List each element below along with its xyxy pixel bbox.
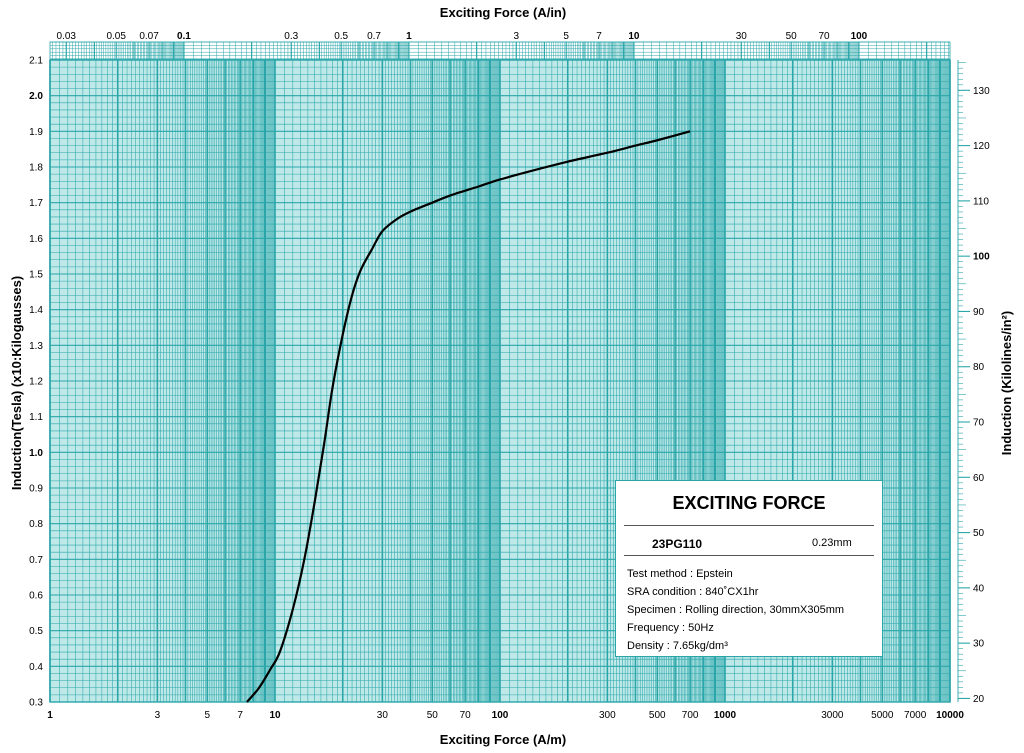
x-tick-label: 1 [47,710,53,721]
top-tick-label: 0.07 [139,31,159,42]
right-tick-label: 110 [973,196,989,207]
top-tick-label: 0.1 [177,31,191,42]
legend-density: Density : 7.65kg/dm³ [627,640,728,652]
y-tick-label: 1.9 [29,127,43,138]
x-tick-label: 7000 [904,710,927,721]
plot-frame [49,59,951,703]
x-tick-label: 300 [599,710,616,721]
legend-divider [624,525,874,526]
y-tick-label: 1.2 [29,377,43,388]
top-axis-title: Exciting Force (A/in) [440,5,566,20]
y-tick-label: 0.5 [29,626,43,637]
right-axis-title: Induction (Kilolines/in²) [999,311,1014,455]
y-tick-label: 2.0 [29,91,43,102]
right-tick-label: 80 [973,362,985,373]
plot-grid [49,59,951,703]
x-tick-label: 50 [427,710,439,721]
x-tick-label: 3000 [821,710,844,721]
y-tick-label: 1.5 [29,270,43,281]
curve-layer [246,130,691,703]
x-tick-label: 10 [269,710,281,721]
y-tick-label: 1.0 [29,448,43,459]
y-tick-label: 2.1 [29,56,43,67]
top-tick-label: 50 [786,31,798,42]
x-tick-label: 5000 [871,710,894,721]
top-axis-grid-strip [49,41,951,60]
x-tick-label: 1000 [714,710,737,721]
x-tick-label: 100 [492,710,509,721]
right-tick-label: 20 [973,694,985,705]
legend-grade: 23PG110 [652,537,703,551]
x-tick-label: 3 [155,710,161,721]
legend-sra-condition: SRA condition : 840˚CX1hr [627,586,759,598]
legend-frequency: Frequency : 50Hz [627,622,714,634]
y-tick-label: 0.3 [29,698,43,709]
top-tick-label: 30 [736,31,748,42]
right-tick-label: 70 [973,418,985,429]
y-tick-label: 0.9 [29,484,43,495]
legend-title: EXCITING FORCE [672,493,826,513]
legend-divider [624,555,874,556]
x-tick-label: 5 [204,710,210,721]
right-axis-tick-labels: 20 30 40 50 60 70 80 90 100 110 120 130 [973,86,990,705]
x-tick-label: 30 [377,710,389,721]
top-tick-label: 3 [513,31,519,42]
y-tick-label: 1.7 [29,198,43,209]
right-tick-label: 100 [973,252,990,263]
right-tick-label: 30 [973,639,985,650]
top-strip-frame [49,41,951,60]
y-tick-label: 1.4 [29,305,43,316]
y-tick-label: 0.7 [29,555,43,566]
right-tick-label: 50 [973,528,985,539]
y-axis-title: Induction(Tesla) (x10:Kilogausses) [9,276,24,490]
x-tick-label: 10000 [936,710,964,721]
top-tick-label: 10 [628,31,640,42]
top-tick-label: 0.05 [106,31,126,42]
x-tick-label: 500 [649,710,666,721]
x-tick-label: 70 [460,710,472,721]
x-axis-title: Exciting Force (A/m) [440,732,566,747]
legend-box: EXCITING FORCE 23PG110 0.23mm Test metho… [615,480,883,657]
top-tick-label: 0.03 [57,31,77,42]
y-tick-label: 0.4 [29,662,43,673]
right-tick-label: 120 [973,141,990,152]
y-tick-label: 0.8 [29,519,43,530]
top-tick-label: 5 [563,31,569,42]
top-tick-label: 100 [851,31,868,42]
top-tick-label: 0.3 [284,31,298,42]
x-axis-tick-labels: 1 3 5 7 10 30 50 70 100 300 500 700 1000 3000 5000 7000… [47,710,964,721]
y-tick-label: 0.6 [29,591,43,602]
legend-test-method: Test method : Epstein [627,568,733,580]
top-tick-label: 7 [596,31,602,42]
y-tick-label: 1.3 [29,341,43,352]
right-tick-label: 40 [973,583,985,594]
y-axis-tick-labels: 0.3 0.4 0.5 0.6 0.7 0.8 0.9 1.0 1.1 1.2 1.3 1.4 1.5 1… [29,56,43,709]
right-tick-label: 90 [973,307,985,318]
top-axis-tick-labels: 0.03 0.05 0.07 0.1 0.3 0.5 0.7 1 3 5 7 10 30 50 70 100 [57,31,868,42]
right-axis-grid-strip [957,60,970,702]
legend-specimen: Specimen : Rolling direction, 30mmX305mm [627,604,845,616]
x-tick-label: 700 [682,710,699,721]
y-tick-label: 1.1 [29,412,43,423]
top-tick-label: 0.7 [367,31,381,42]
y-tick-label: 1.6 [29,234,43,245]
top-tick-label: 0.5 [334,31,348,42]
x-tick-label: 7 [237,710,243,721]
magnetization-curve [246,130,691,703]
right-tick-label: 60 [973,473,985,484]
y-tick-label: 1.8 [29,163,43,174]
legend-thickness: 0.23mm [812,537,852,549]
right-tick-label: 130 [973,86,990,97]
top-tick-label: 70 [818,31,830,42]
top-tick-label: 1 [406,31,412,42]
legend-specifications: Test method : Epstein SRA condition : 84… [627,565,844,655]
